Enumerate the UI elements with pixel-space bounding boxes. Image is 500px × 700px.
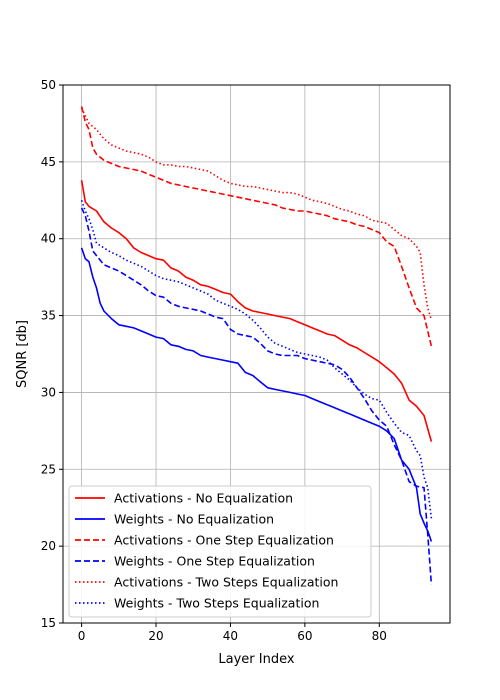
tick-layer: 0 20 40 60 80 15 20 25 30 35 40 45 50	[41, 78, 387, 643]
x-tick-label: 80	[372, 629, 387, 643]
series-line-0	[80, 180, 433, 442]
y-tick-label: 20	[41, 539, 56, 553]
y-tick-label: 45	[41, 155, 56, 169]
y-tick-label: 15	[41, 616, 56, 630]
y-tick-label: 25	[41, 462, 56, 476]
y-tick-label: 50	[41, 78, 56, 92]
y-tick-label: 35	[41, 309, 56, 323]
legend-label-2: Activations - One Step Equalization	[114, 533, 334, 548]
x-axis-label: Layer Index	[218, 652, 294, 667]
legend-label-1: Weights - No Equalization	[114, 512, 274, 527]
x-tick-label: 0	[78, 629, 86, 643]
grid-layer	[63, 84, 450, 624]
series-line-1	[80, 247, 433, 542]
series-line-4	[80, 107, 433, 321]
x-tick-label: 40	[223, 629, 238, 643]
legend-label-4: Activations - Two Steps Equalization	[114, 575, 338, 590]
series-layer	[80, 106, 433, 585]
legend-label-5: Weights - Two Steps Equalization	[114, 596, 319, 611]
legend-label-0: Activations - No Equalization	[114, 491, 293, 506]
y-tick-label: 30	[41, 385, 56, 399]
legend-label-3: Weights - One Step Equalization	[114, 554, 315, 569]
x-tick-label: 20	[148, 629, 163, 643]
x-tick-label: 60	[297, 629, 312, 643]
y-tick-label: 40	[41, 232, 56, 246]
series-line-3	[80, 207, 433, 585]
y-axis-label: SQNR [db]	[15, 320, 30, 388]
legend: Activations - No Equalization Weights - N…	[68, 485, 372, 618]
legend-box	[68, 485, 372, 618]
series-line-2	[80, 106, 433, 347]
plot-frame	[62, 84, 451, 624]
